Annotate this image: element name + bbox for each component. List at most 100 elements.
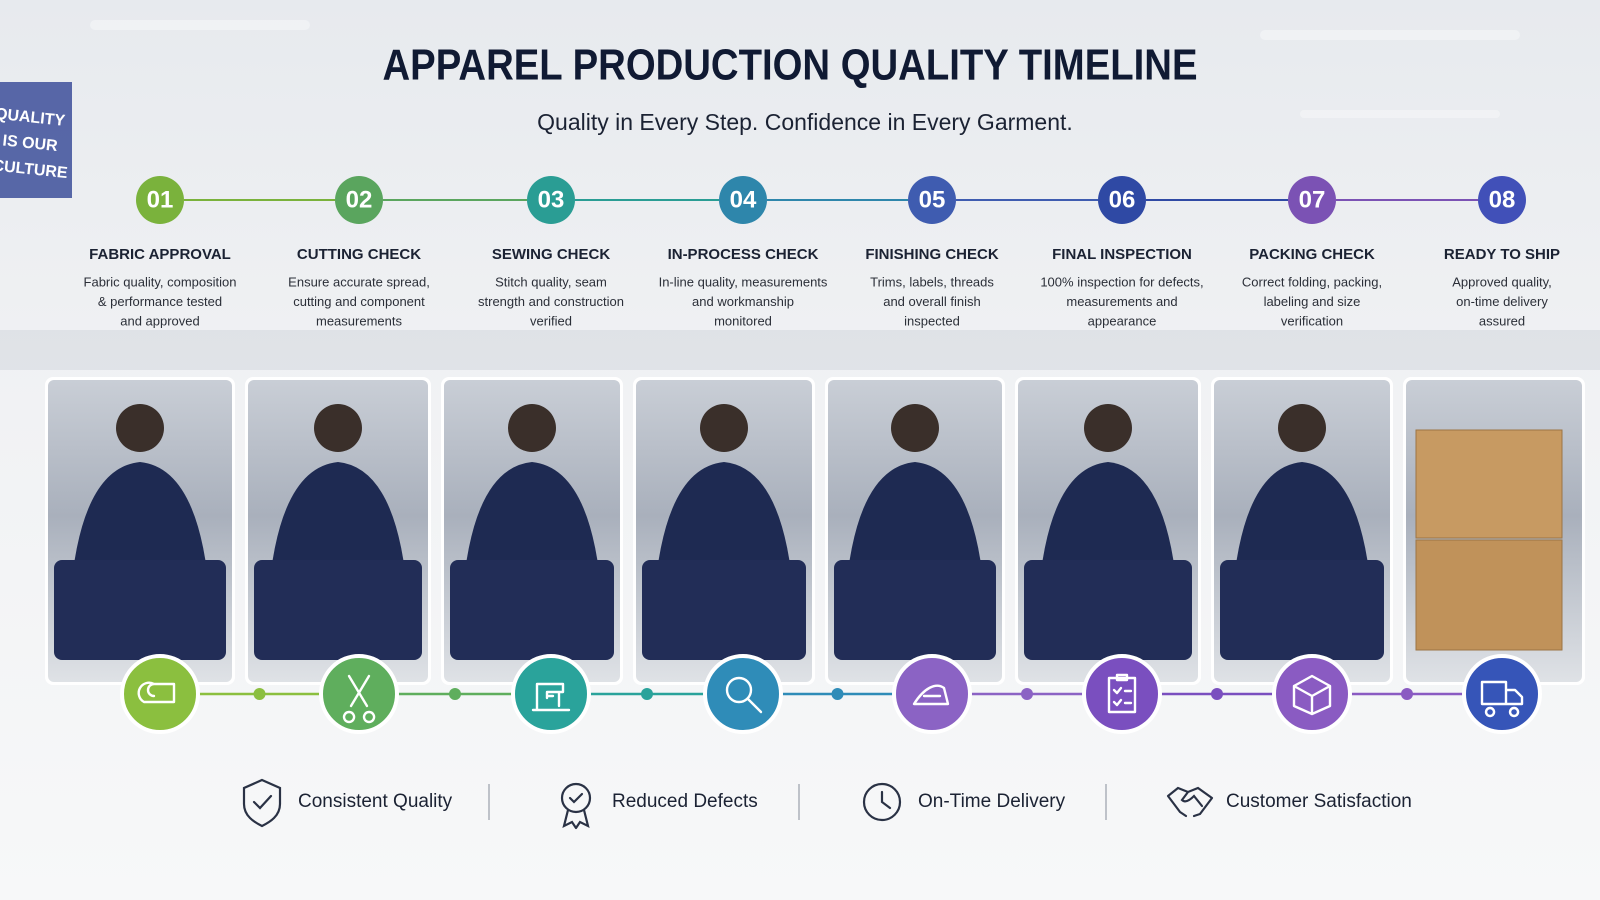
timeline-dot	[831, 688, 844, 700]
photo-head	[116, 404, 164, 452]
step-title: SEWING CHECK	[492, 246, 611, 263]
timeline-dot	[1211, 688, 1223, 700]
step-title: FINAL INSPECTION	[1052, 246, 1192, 263]
step-description: Trims, labels, threads	[870, 274, 994, 289]
step-description: strength and construction	[478, 294, 624, 309]
step-icon	[1480, 680, 1524, 718]
step-description: In-line quality, measurements	[659, 274, 828, 289]
step-title: PACKING CHECK	[1249, 246, 1375, 263]
photo-garment	[642, 560, 806, 660]
step-description: labeling and size	[1264, 294, 1361, 309]
step-badge	[335, 176, 383, 224]
icon-shape	[1292, 674, 1332, 716]
photo-garment	[54, 560, 226, 660]
step-icon	[1292, 674, 1332, 716]
icon-shape	[560, 782, 592, 830]
step-description: Correct folding, packing,	[1242, 274, 1382, 289]
subtitle: Quality in Every Step. Confidence in Eve…	[537, 109, 1073, 135]
step-photo	[441, 377, 623, 685]
photo-head	[891, 404, 939, 452]
step-icon-badge	[703, 654, 783, 734]
step-description: on-time delivery	[1456, 294, 1548, 309]
step-badge	[1098, 176, 1146, 224]
icon-shape	[862, 782, 902, 822]
photo-box	[1415, 429, 1563, 539]
step-number: 07	[1299, 186, 1326, 213]
step-number: 06	[1109, 186, 1136, 213]
benefit-label: Reduced Defects	[612, 791, 758, 812]
photo-garment	[450, 560, 614, 660]
timeline-dot	[1401, 688, 1413, 700]
step-description: 100% inspection for defects,	[1040, 274, 1203, 289]
step-badge	[1288, 176, 1336, 224]
step-title: IN-PROCESS CHECK	[668, 246, 819, 263]
step-number: 08	[1489, 186, 1516, 213]
timeline-dot	[253, 688, 266, 700]
icon-shape	[531, 682, 571, 712]
step-description: & performance tested	[98, 294, 222, 309]
photo-box	[1415, 539, 1563, 651]
step-badge	[527, 176, 575, 224]
step-icon-badge	[1082, 654, 1162, 734]
step-photo	[45, 377, 235, 685]
step-title: FABRIC APPROVAL	[89, 246, 231, 263]
step-photo	[825, 377, 1005, 685]
step-badge	[136, 176, 184, 224]
photo-garment	[1024, 560, 1192, 660]
sign-text: IS OUR	[2, 132, 59, 155]
step-description: monitored	[714, 313, 772, 328]
step-icon	[725, 676, 763, 714]
benefit-label: Customer Satisfaction	[1226, 791, 1412, 812]
step-description: inspected	[904, 313, 960, 328]
step-photo	[1211, 377, 1393, 685]
step-icon-badge	[892, 654, 972, 734]
step-icon	[342, 674, 376, 724]
step-description: appearance	[1088, 313, 1157, 328]
step-number: 04	[730, 186, 757, 213]
icon-shape	[242, 778, 282, 828]
photo-garment	[834, 560, 996, 660]
step-icon	[1107, 673, 1137, 714]
photo-garment	[254, 560, 422, 660]
step-photo	[245, 377, 431, 685]
step-photo	[1015, 377, 1201, 685]
icon-shape	[1166, 786, 1214, 818]
step-badge	[908, 176, 956, 224]
step-title: FINISHING CHECK	[865, 246, 999, 263]
step-icon	[137, 681, 176, 704]
step-icon	[531, 682, 571, 712]
timeline-dot	[449, 688, 461, 700]
photo-head	[1084, 404, 1132, 452]
step-icon-badge	[511, 654, 591, 734]
step-icon-badge	[120, 654, 200, 734]
benefit-icon	[862, 782, 902, 822]
benefit-icon	[560, 782, 592, 830]
step-description: verification	[1281, 313, 1343, 328]
benefit-label: On-Time Delivery	[918, 791, 1066, 812]
step-number: 02	[346, 186, 373, 213]
step-description: verified	[530, 313, 572, 328]
timeline-dot	[641, 688, 653, 700]
step-icon-badge	[1462, 654, 1542, 734]
step-description: Ensure accurate spread,	[288, 274, 430, 289]
step-icon-badge	[1272, 654, 1352, 734]
culture-sign	[0, 82, 72, 198]
photo-head	[700, 404, 748, 452]
step-description: assured	[1479, 313, 1525, 328]
photo-head	[314, 404, 362, 452]
benefit-icon	[242, 778, 282, 828]
benefit-label: Consistent Quality	[298, 791, 453, 812]
step-number: 01	[147, 186, 174, 213]
factory-backdrop	[0, 20, 1600, 370]
step-photo	[633, 377, 815, 685]
step-badge	[1478, 176, 1526, 224]
benefit-icon	[1166, 786, 1214, 818]
photo-head	[508, 404, 556, 452]
step-photo	[1403, 377, 1585, 685]
icon-shape	[137, 681, 176, 704]
photo-garment	[1220, 560, 1384, 660]
step-icon	[912, 684, 950, 706]
step-description: measurements and	[1066, 294, 1177, 309]
step-badge	[719, 176, 767, 224]
